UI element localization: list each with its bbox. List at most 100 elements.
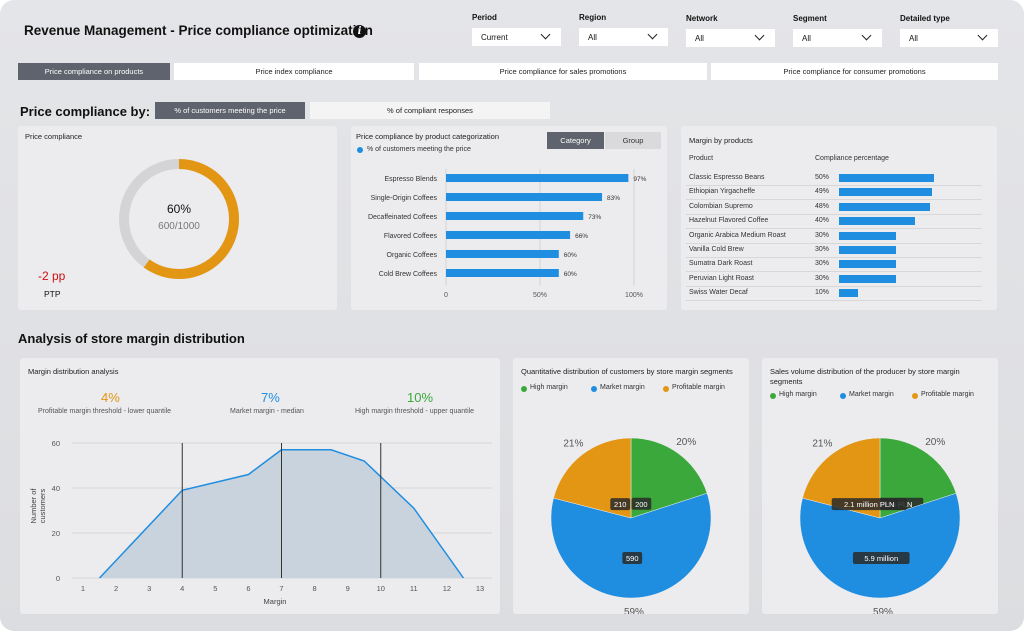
segment-select[interactable]: All (793, 29, 882, 47)
x-tick-label: 8 (312, 584, 316, 593)
compliance-bar (839, 260, 896, 269)
legend-label[interactable]: Market margin (849, 391, 894, 398)
toggle-customers-meeting-price[interactable]: % of customers meeting the price (155, 102, 305, 119)
x-tick-label: 2 (114, 584, 118, 593)
data-label: 60% (564, 271, 577, 278)
region-value: All (588, 33, 597, 42)
compliance-bar (839, 274, 896, 283)
data-label: 97% (633, 176, 646, 183)
detailed-type-select[interactable]: All (900, 29, 998, 47)
compliance-pct: 40% (815, 217, 830, 225)
slice-label-bg (622, 551, 643, 564)
data-label: 83% (607, 195, 620, 202)
data-label: 66% (575, 233, 588, 240)
table-row[interactable]: Ethiopian Yirgacheffe 49% (686, 186, 982, 201)
segment-value: All (802, 34, 811, 43)
tab-consumer-promotions[interactable]: Price compliance for consumer promotions (711, 63, 998, 80)
threshold-label-upper: High margin threshold - upper quantile (355, 408, 475, 415)
bar (446, 250, 559, 258)
legend-dot (357, 147, 363, 153)
y-tick-label: 0 (56, 574, 60, 583)
customer-pie-card: Quantitative distribution of customers b… (513, 358, 749, 614)
period-select[interactable]: Current (472, 28, 561, 46)
legend-label[interactable]: High margin (530, 384, 568, 391)
threshold-label-median: Market margin - median (230, 408, 304, 415)
bar (446, 193, 603, 201)
compliance-pct: 49% (815, 188, 830, 196)
compliance-bar (839, 217, 915, 226)
filter-label: Detailed type (900, 14, 950, 23)
table-row[interactable]: Organic Arabica Medium Roast 30% (686, 230, 982, 244)
period-value: Current (481, 33, 508, 42)
pie-slice (553, 437, 632, 519)
slice-label: 5.9 million (864, 554, 898, 563)
compliance-pct: 30% (815, 274, 830, 282)
y-tick-label: 60 (52, 439, 60, 448)
threshold-label-lower: Profitable margin threshold - lower quan… (38, 408, 172, 415)
card-title: Margin distribution analysis (28, 367, 119, 376)
product-name: Colombian Supremo (689, 202, 753, 210)
y-axis-label: Number ofcustomers (29, 488, 47, 524)
category-label: Decaffeinated Coffees (368, 214, 438, 221)
table-row[interactable]: Sumatra Dark Roast 30% (686, 258, 982, 273)
legend-dot (663, 386, 669, 392)
legend-dot (521, 386, 527, 392)
tab-price-index-compliance[interactable]: Price index compliance (174, 63, 414, 80)
compliance-pct: 30% (815, 246, 830, 253)
slice-label-bg (610, 498, 631, 511)
table-row[interactable]: Classic Espresso Beans 50% (686, 172, 982, 186)
x-tick-label: 9 (346, 584, 350, 593)
network-select[interactable]: All (686, 29, 775, 47)
legend-label[interactable]: High margin (779, 391, 817, 398)
slice-percent: 20% (676, 437, 696, 448)
x-tick-label: 5 (213, 584, 217, 593)
toggle-group[interactable]: Group (605, 132, 661, 149)
compliance-pct: 48% (815, 202, 830, 210)
x-tick-label: 11 (410, 584, 418, 593)
x-tick-label: 13 (476, 584, 484, 593)
compliance-pct: 30% (815, 231, 830, 239)
product-name: Swiss Water Decaf (689, 289, 748, 297)
bar (446, 174, 629, 182)
compliance-bar (839, 188, 933, 197)
donut-chart (119, 159, 239, 279)
product-name: Vanilla Cold Brew (689, 246, 744, 253)
info-icon[interactable]: i (353, 25, 366, 38)
legend-dot (770, 393, 776, 399)
slice-label-bg (831, 498, 907, 511)
legend-dot (912, 393, 918, 399)
y-tick-label: 20 (52, 529, 60, 538)
x-tick-label: 7 (279, 584, 283, 593)
table-row[interactable]: Hazelnut Flavored Coffee 40% (686, 215, 982, 230)
category-compliance-card: Price compliance by product categorizati… (351, 126, 667, 310)
slice-label-bg (852, 551, 910, 564)
bar (446, 212, 584, 220)
customer-pie-chart: 200 20% 590 59% 210 21% (550, 437, 712, 614)
filter-label: Network (686, 14, 718, 23)
bar (446, 269, 559, 277)
area-line (98, 449, 465, 579)
col-header-product: Product (689, 155, 714, 162)
region-select[interactable]: All (579, 28, 668, 46)
data-label: 60% (564, 252, 577, 259)
table-row[interactable]: Vanilla Cold Brew 30% (686, 244, 982, 258)
toggle-category[interactable]: Category (547, 132, 604, 149)
tab-sales-promotions[interactable]: Price compliance for sales promotions (419, 63, 707, 80)
delta-value: -2 pp (38, 269, 66, 283)
legend-label[interactable]: Market margin (600, 384, 645, 391)
slice-label: 590 (626, 554, 639, 563)
card-title: Price compliance by product categorizati… (356, 132, 499, 141)
legend-label[interactable]: Profitable margin (672, 384, 725, 391)
legend-label[interactable]: Profitable margin (921, 391, 974, 398)
table-row[interactable]: Colombian Supremo 48% (686, 201, 982, 215)
table-row[interactable]: Peruvian Light Roast 30% (686, 273, 982, 287)
compliance-pct: 30% (815, 260, 830, 268)
tab-price-compliance-products[interactable]: Price compliance on products (18, 63, 170, 80)
price-compliance-card: Price compliance 60% 600/1000 -2 pp PTP (18, 126, 337, 310)
toggle-compliant-responses[interactable]: % of compliant responses (310, 102, 550, 119)
filter-label: Period (472, 13, 497, 22)
slice-label-bg (631, 497, 652, 510)
table-row[interactable]: Swiss Water Decaf 10% (686, 287, 982, 302)
